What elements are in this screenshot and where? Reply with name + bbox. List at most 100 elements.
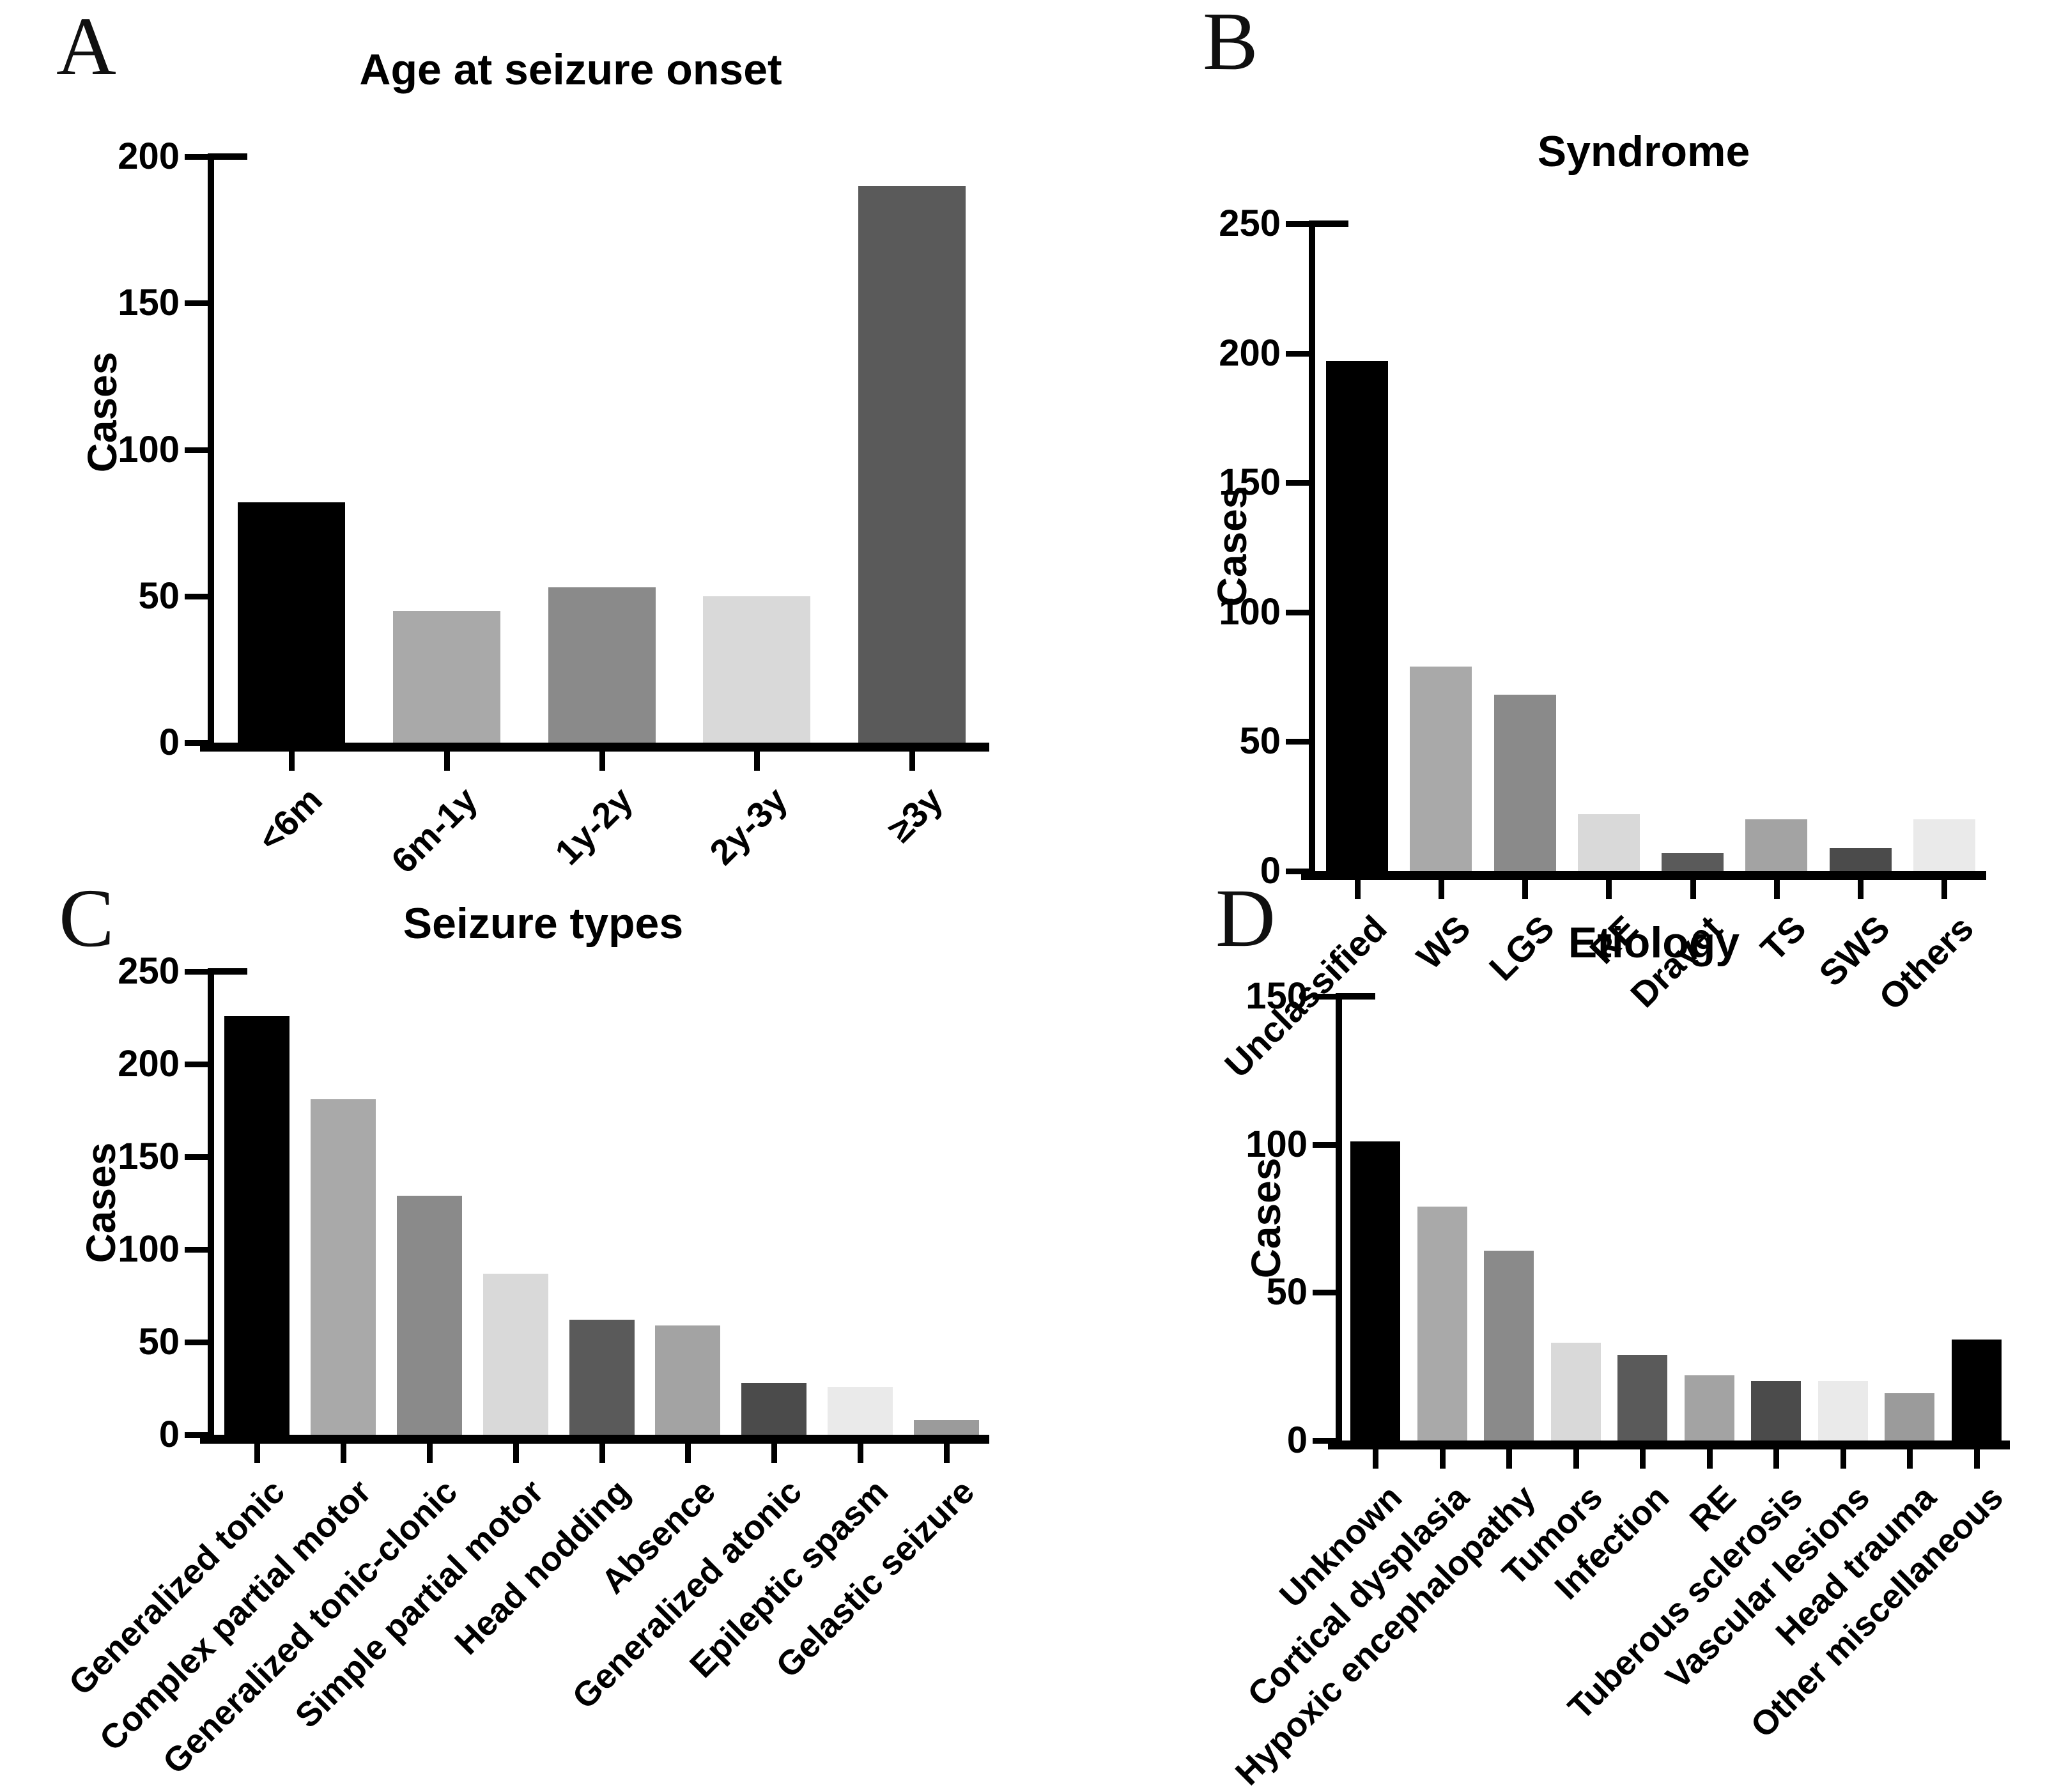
y-tick-label-a: 100 bbox=[118, 428, 180, 470]
x-tick-b bbox=[1773, 880, 1780, 899]
y-tick-label-d: 0 bbox=[1286, 1419, 1308, 1461]
x-tick-b bbox=[1690, 880, 1696, 899]
y-tick-d bbox=[1313, 994, 1336, 1000]
y-tick-b bbox=[1286, 739, 1309, 745]
x-tick-c bbox=[771, 1444, 778, 1463]
x-category-label-d: Other miscellaneous bbox=[1743, 1478, 2010, 1745]
x-tick-b bbox=[1438, 880, 1444, 899]
bar-b-6 bbox=[1745, 819, 1808, 871]
y-axis-line-b bbox=[1309, 220, 1315, 880]
panel-a-title: Age at seizure onset bbox=[359, 45, 782, 94]
x-tick-c bbox=[857, 1444, 863, 1463]
y-tick-c bbox=[185, 1432, 208, 1438]
x-category-label-b: SWS bbox=[1811, 908, 1897, 994]
x-tick-a bbox=[909, 752, 915, 771]
y-tick-a bbox=[185, 740, 208, 746]
bar-c-2 bbox=[311, 1099, 376, 1435]
x-tick-d bbox=[1573, 1449, 1579, 1469]
y-tick-label-d: 100 bbox=[1246, 1123, 1308, 1165]
panel-d-title: Etiology bbox=[1568, 918, 1740, 967]
x-category-label-c: Simple partial motor bbox=[288, 1472, 551, 1736]
y-tick-b bbox=[1286, 221, 1309, 227]
y-tick-b bbox=[1286, 609, 1309, 615]
bar-d-1 bbox=[1350, 1141, 1401, 1441]
bar-c-7 bbox=[741, 1383, 807, 1435]
x-category-label-c: Head nodding bbox=[447, 1472, 637, 1662]
bar-d-6 bbox=[1684, 1375, 1734, 1441]
x-tick-c bbox=[599, 1444, 605, 1463]
x-category-label-c: Complex partial motor bbox=[92, 1472, 379, 1759]
bar-d-9 bbox=[1885, 1393, 1935, 1441]
y-tick-label-c: 250 bbox=[118, 950, 180, 992]
y-tick-a bbox=[185, 300, 208, 307]
x-tick-a bbox=[289, 752, 295, 771]
panel-c-title: Seizure types bbox=[403, 899, 684, 948]
y-tick-a bbox=[185, 154, 208, 160]
x-tick-c bbox=[426, 1444, 433, 1463]
panel-d-y-axis-label: Cases bbox=[1243, 1157, 1289, 1279]
bar-d-3 bbox=[1484, 1251, 1534, 1441]
bar-d-4 bbox=[1550, 1343, 1601, 1441]
x-category-label-c: Generalized tonic bbox=[61, 1472, 293, 1703]
bar-b-5 bbox=[1662, 853, 1724, 871]
bar-d-8 bbox=[1817, 1381, 1868, 1441]
y-tick-b bbox=[1286, 869, 1309, 874]
panel-d-letter: D bbox=[1215, 872, 1276, 964]
y-axis-top-cap-d bbox=[1342, 993, 1375, 1000]
panel-b-y-axis-label: Cases bbox=[1209, 486, 1255, 607]
y-tick-label-d: 150 bbox=[1246, 975, 1308, 1017]
bar-c-5 bbox=[569, 1320, 635, 1435]
x-category-label-a: <6m bbox=[250, 779, 330, 860]
x-tick-b bbox=[1354, 880, 1361, 899]
y-axis-top-cap-c bbox=[214, 968, 247, 975]
y-tick-label-a: 50 bbox=[138, 575, 180, 617]
x-tick-d bbox=[1706, 1449, 1713, 1469]
panel-a-y-axis-label: Cases bbox=[79, 351, 125, 473]
y-tick-label-b: 200 bbox=[1219, 332, 1281, 374]
y-tick-c bbox=[185, 1247, 208, 1253]
y-tick-a bbox=[185, 593, 208, 599]
y-tick-label-b: 250 bbox=[1219, 203, 1281, 244]
x-tick-d bbox=[1439, 1449, 1446, 1469]
x-tick-c bbox=[254, 1444, 261, 1463]
y-tick-label-a: 200 bbox=[118, 135, 180, 177]
x-tick-a bbox=[444, 752, 450, 771]
x-category-label-a: 1y-2y bbox=[546, 779, 640, 873]
y-tick-d bbox=[1313, 1141, 1336, 1148]
y-tick-b bbox=[1286, 350, 1309, 357]
bar-b-4 bbox=[1577, 814, 1640, 871]
x-tick-a bbox=[754, 752, 760, 771]
x-axis-line-d bbox=[1328, 1441, 2010, 1449]
y-tick-d bbox=[1313, 1438, 1336, 1444]
x-category-label-b: Dravet bbox=[1622, 908, 1730, 1016]
x-category-label-d: Head trauma bbox=[1768, 1478, 1944, 1653]
y-tick-b bbox=[1286, 480, 1309, 486]
y-tick-c bbox=[185, 969, 208, 975]
bar-c-8 bbox=[827, 1387, 893, 1435]
y-tick-c bbox=[185, 1154, 208, 1160]
x-tick-b bbox=[1941, 880, 1948, 899]
y-tick-label-c: 0 bbox=[158, 1414, 180, 1455]
x-tick-c bbox=[341, 1444, 347, 1463]
panel-b-title: Syndrome bbox=[1537, 127, 1750, 176]
x-tick-b bbox=[1858, 880, 1864, 899]
y-tick-label-c: 200 bbox=[118, 1043, 180, 1085]
panel-c-letter: C bbox=[59, 872, 114, 964]
x-tick-d bbox=[1907, 1449, 1913, 1469]
x-category-label-c: Gelastic seizure bbox=[768, 1472, 982, 1685]
x-axis-line-c bbox=[200, 1435, 989, 1444]
y-tick-label-a: 0 bbox=[158, 722, 180, 763]
x-category-label-b: Others bbox=[1871, 908, 1982, 1018]
bar-c-1 bbox=[224, 1016, 290, 1435]
y-axis-line-a bbox=[208, 153, 214, 752]
x-category-label-b: WS bbox=[1408, 908, 1478, 977]
x-category-label-d: RE bbox=[1682, 1478, 1743, 1540]
bar-d-10 bbox=[1951, 1340, 2002, 1441]
y-axis-line-d bbox=[1336, 993, 1342, 1449]
x-category-label-d: Vascular lesions bbox=[1658, 1478, 1877, 1697]
